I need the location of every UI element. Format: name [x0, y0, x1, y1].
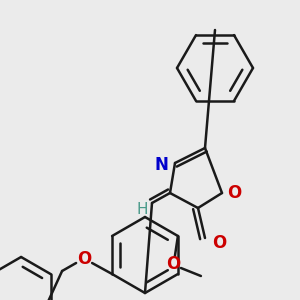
Text: H: H — [136, 202, 148, 217]
Text: O: O — [212, 234, 226, 252]
Text: O: O — [166, 255, 180, 273]
Text: N: N — [154, 156, 168, 174]
Text: O: O — [227, 184, 241, 202]
Text: O: O — [77, 250, 91, 268]
